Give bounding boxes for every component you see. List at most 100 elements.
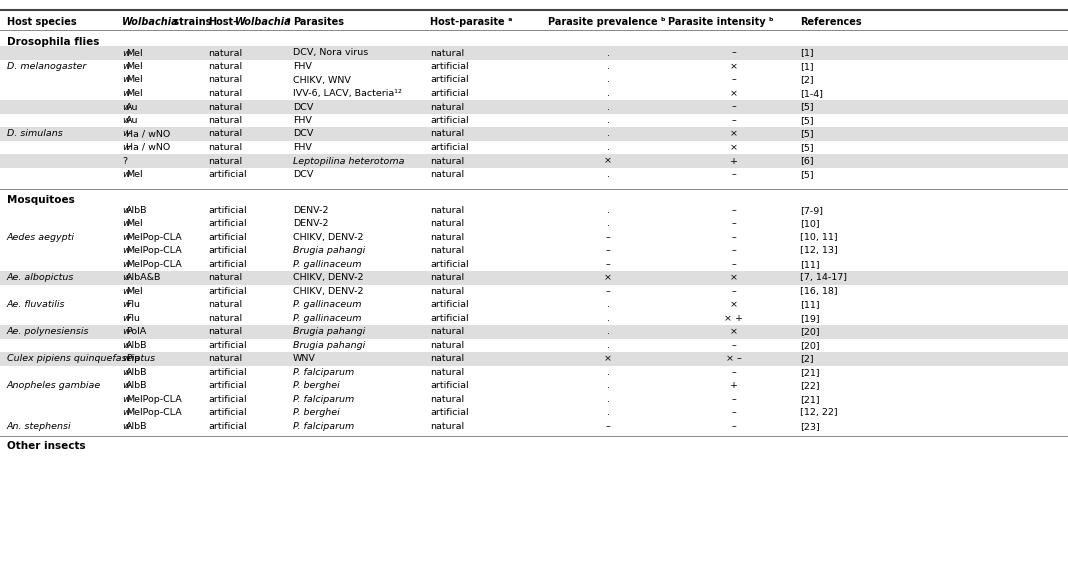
Text: artificial: artificial bbox=[208, 341, 247, 350]
Text: P. falciparum: P. falciparum bbox=[293, 422, 355, 431]
Text: ×: × bbox=[731, 300, 738, 309]
Text: .: . bbox=[607, 314, 610, 323]
Text: natural: natural bbox=[430, 102, 465, 111]
Text: –: – bbox=[732, 206, 736, 215]
Text: artificial: artificial bbox=[208, 170, 247, 179]
Text: [21]: [21] bbox=[800, 367, 819, 377]
Text: –: – bbox=[732, 341, 736, 350]
Text: MelPop-CLA: MelPop-CLA bbox=[126, 395, 182, 404]
Text: [5]: [5] bbox=[800, 116, 814, 125]
Text: artificial: artificial bbox=[430, 76, 469, 85]
Text: –: – bbox=[732, 422, 736, 431]
Text: natural: natural bbox=[208, 143, 242, 152]
Text: natural: natural bbox=[208, 76, 242, 85]
Text: –: – bbox=[732, 408, 736, 417]
Text: DCV: DCV bbox=[293, 130, 313, 139]
Text: Ae. polynesiensis: Ae. polynesiensis bbox=[7, 327, 90, 336]
Text: w: w bbox=[122, 327, 129, 336]
Text: [5]: [5] bbox=[800, 170, 814, 179]
Text: w: w bbox=[122, 367, 129, 377]
Text: ×: × bbox=[731, 273, 738, 282]
Text: CHIKV, DENV-2: CHIKV, DENV-2 bbox=[293, 233, 363, 242]
Text: [12, 22]: [12, 22] bbox=[800, 408, 837, 417]
Text: Host-parasite ᵃ: Host-parasite ᵃ bbox=[430, 17, 513, 27]
Text: P. berghei: P. berghei bbox=[293, 408, 340, 417]
Text: w: w bbox=[122, 354, 129, 364]
Text: artificial: artificial bbox=[430, 116, 469, 125]
Text: –: – bbox=[732, 367, 736, 377]
Text: DCV: DCV bbox=[293, 170, 313, 179]
Text: [23]: [23] bbox=[800, 422, 820, 431]
Text: CHIKV, DENV-2: CHIKV, DENV-2 bbox=[293, 273, 363, 282]
Text: PolA: PolA bbox=[126, 327, 146, 336]
Text: w: w bbox=[122, 76, 129, 85]
Text: ×: × bbox=[731, 62, 738, 71]
Text: [1]: [1] bbox=[800, 62, 814, 71]
Text: artificial: artificial bbox=[208, 260, 247, 269]
Text: natural: natural bbox=[430, 273, 465, 282]
Text: .: . bbox=[607, 170, 610, 179]
Text: .: . bbox=[607, 102, 610, 111]
Text: w: w bbox=[122, 341, 129, 350]
Text: AlbB: AlbB bbox=[126, 422, 147, 431]
Text: .: . bbox=[607, 341, 610, 350]
Text: natural: natural bbox=[208, 130, 242, 139]
Text: FHV: FHV bbox=[293, 143, 312, 152]
Text: ×: × bbox=[604, 273, 612, 282]
Text: artificial: artificial bbox=[208, 247, 247, 255]
Text: DENV-2: DENV-2 bbox=[293, 219, 329, 228]
Text: artificial: artificial bbox=[430, 89, 469, 98]
Text: ×: × bbox=[731, 89, 738, 98]
Text: w: w bbox=[122, 206, 129, 215]
Text: Mosquitoes: Mosquitoes bbox=[7, 195, 75, 205]
Text: –: – bbox=[732, 219, 736, 228]
Text: natural: natural bbox=[430, 287, 465, 296]
Text: strains: strains bbox=[170, 17, 211, 27]
Text: natural: natural bbox=[208, 327, 242, 336]
Text: [11]: [11] bbox=[800, 260, 819, 269]
Text: artificial: artificial bbox=[208, 395, 247, 404]
Text: [7-9]: [7-9] bbox=[800, 206, 823, 215]
Text: w: w bbox=[122, 247, 129, 255]
Text: w: w bbox=[122, 62, 129, 71]
Text: .: . bbox=[607, 76, 610, 85]
Text: natural: natural bbox=[208, 48, 242, 57]
Text: P. gallinaceum: P. gallinaceum bbox=[293, 300, 361, 309]
Text: artificial: artificial bbox=[208, 287, 247, 296]
Text: w: w bbox=[122, 422, 129, 431]
Text: w: w bbox=[122, 395, 129, 404]
Bar bbox=[0, 352, 1068, 365]
Text: [20]: [20] bbox=[800, 341, 819, 350]
Text: Aedes aegypti: Aedes aegypti bbox=[7, 233, 75, 242]
Text: ×: × bbox=[731, 143, 738, 152]
Bar bbox=[0, 271, 1068, 285]
Text: [11]: [11] bbox=[800, 300, 819, 309]
Text: [5]: [5] bbox=[800, 143, 814, 152]
Text: Au: Au bbox=[126, 102, 139, 111]
Text: artificial: artificial bbox=[430, 260, 469, 269]
Text: AlbA&B: AlbA&B bbox=[126, 273, 161, 282]
Text: natural: natural bbox=[208, 300, 242, 309]
Text: natural: natural bbox=[430, 48, 465, 57]
Text: –: – bbox=[606, 247, 611, 255]
Text: P. falciparum: P. falciparum bbox=[293, 395, 355, 404]
Text: Pip: Pip bbox=[126, 354, 140, 364]
Text: .: . bbox=[607, 219, 610, 228]
Text: [2]: [2] bbox=[800, 354, 814, 364]
Text: [1]: [1] bbox=[800, 48, 814, 57]
Text: ×: × bbox=[604, 354, 612, 364]
Text: P. falciparum: P. falciparum bbox=[293, 367, 355, 377]
Text: w: w bbox=[122, 408, 129, 417]
Text: .: . bbox=[607, 367, 610, 377]
Text: ?: ? bbox=[122, 157, 127, 165]
Text: [16, 18]: [16, 18] bbox=[800, 287, 837, 296]
Text: P. gallinaceum: P. gallinaceum bbox=[293, 260, 361, 269]
Text: w: w bbox=[122, 287, 129, 296]
Text: .: . bbox=[607, 408, 610, 417]
Text: natural: natural bbox=[208, 314, 242, 323]
Text: Other insects: Other insects bbox=[7, 441, 85, 451]
Text: [10]: [10] bbox=[800, 219, 819, 228]
Text: artificial: artificial bbox=[430, 300, 469, 309]
Text: P. berghei: P. berghei bbox=[293, 381, 340, 390]
Text: ᵃ: ᵃ bbox=[283, 17, 290, 27]
